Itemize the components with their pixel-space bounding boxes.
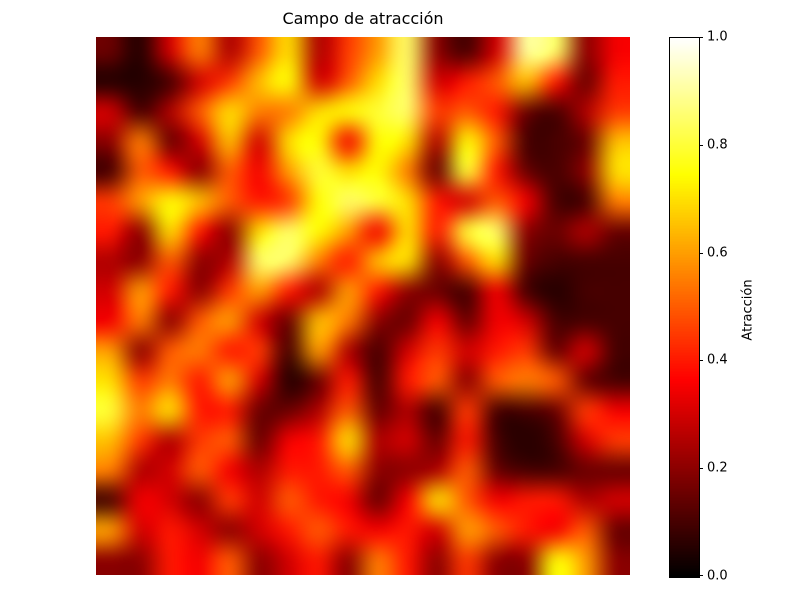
heatmap-image (96, 37, 630, 575)
colorbar-tick (699, 468, 703, 470)
colorbar-tick-label: 0.2 (707, 460, 728, 476)
colorbar-tick (699, 37, 703, 38)
colorbar-tick (699, 252, 703, 254)
colorbar-tick-label: 0.4 (707, 352, 728, 368)
colorbar-tick (699, 144, 703, 146)
colorbar-tick-label: 0.6 (707, 245, 728, 261)
colorbar-tick-label: 0.8 (707, 137, 728, 153)
colorbar-ticks: 0.0 0.2 0.4 0.6 0.8 1.0 (699, 30, 769, 584)
colorbar-tick-label: 1.0 (707, 29, 728, 45)
colorbar-tick-label: 0.0 (707, 568, 728, 584)
colorbar-tick (699, 360, 703, 362)
colorbar-gradient (669, 37, 700, 578)
colorbar-tick (699, 575, 703, 576)
chart-title: Campo de atracción (282, 9, 444, 28)
colorbar-axis-label: Atracción (740, 279, 756, 341)
